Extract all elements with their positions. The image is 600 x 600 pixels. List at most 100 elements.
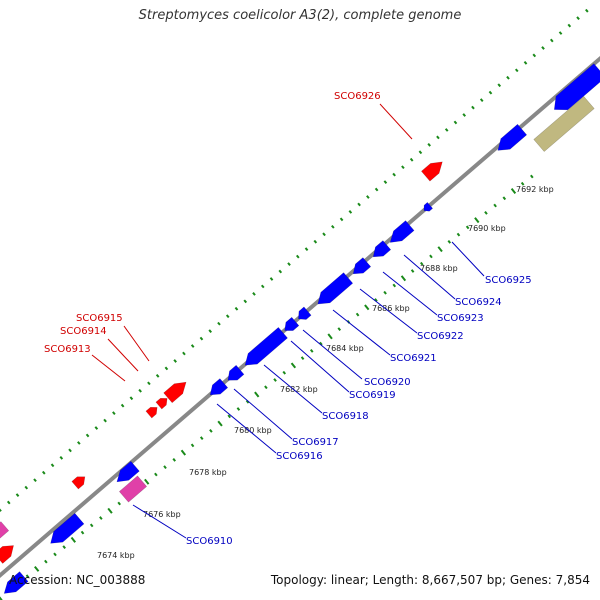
- gene-label: SCO6910: [186, 536, 233, 547]
- tick-mark: [567, 23, 572, 28]
- tick-mark: [227, 414, 232, 419]
- tick-mark: [418, 150, 423, 155]
- gene: [0, 545, 14, 564]
- tick-mark: [173, 359, 177, 363]
- kbp-label: 7688 kbp: [420, 264, 458, 273]
- tick-mark: [456, 232, 461, 237]
- tick-mark: [62, 545, 66, 550]
- tick-mark: [374, 187, 379, 192]
- gene-sco6915: [163, 381, 187, 404]
- gene: [116, 460, 140, 483]
- tick-mark: [437, 246, 443, 253]
- tick-mark: [282, 370, 287, 375]
- gene-label: SCO6917: [292, 437, 339, 448]
- tick-mark: [190, 443, 195, 448]
- kbp-label: 7674 kbp: [97, 551, 135, 560]
- gene: [71, 476, 86, 490]
- leader-line: [379, 103, 413, 140]
- tick-mark: [103, 418, 107, 423]
- tick-mark: [409, 157, 414, 162]
- leader-line: [403, 254, 456, 300]
- tick-mark: [112, 411, 116, 415]
- tick-mark: [319, 341, 323, 346]
- tick-mark: [208, 329, 213, 334]
- tick-mark: [549, 38, 554, 43]
- tick-mark: [514, 68, 519, 73]
- tick-mark: [383, 290, 387, 295]
- tick-mark: [523, 60, 528, 65]
- tick-mark: [273, 378, 277, 382]
- tick-mark: [15, 493, 20, 497]
- tick-mark: [234, 306, 239, 311]
- label-leaders: [91, 103, 485, 539]
- tick-mark: [287, 262, 291, 266]
- tick-mark: [510, 188, 517, 194]
- gene-sco6924: [389, 220, 415, 243]
- kbp-label: 7686 kbp: [372, 304, 410, 313]
- tick-mark: [420, 261, 424, 266]
- tick-mark: [94, 426, 99, 430]
- tick-mark: [392, 172, 396, 177]
- gene-label: SCO6924: [455, 297, 502, 308]
- tick-mark: [339, 217, 344, 222]
- tick-mark: [576, 16, 580, 21]
- gene: [497, 123, 528, 151]
- tick-mark: [34, 565, 40, 572]
- gene-sco6922: [352, 257, 372, 275]
- tick-mark: [444, 128, 449, 132]
- tick-mark: [453, 120, 458, 125]
- tick-mark: [254, 391, 260, 398]
- tick-mark: [70, 536, 77, 543]
- gene-sco6914: [155, 397, 168, 410]
- gene-sco6910: [118, 475, 148, 503]
- tick-mark: [374, 298, 378, 302]
- tick-mark: [429, 254, 433, 259]
- map-title: Streptomyces coelicolor A3(2), complete …: [138, 8, 462, 23]
- gene: [3, 571, 29, 594]
- tick-mark: [471, 105, 475, 110]
- gene-label: SCO6914: [60, 326, 107, 337]
- tick-mark: [217, 420, 223, 427]
- tick-mark: [322, 232, 326, 237]
- leader-line: [107, 338, 139, 372]
- tick-mark: [199, 436, 204, 440]
- gene-sco6913: [145, 406, 158, 419]
- tick-mark: [364, 304, 370, 311]
- leader-line: [382, 271, 438, 316]
- gene-label: SCO6916: [276, 451, 323, 462]
- leader-line: [332, 309, 391, 356]
- tick-mark: [199, 336, 204, 341]
- tick-marks: [0, 8, 589, 600]
- kbp-label: 7682 kbp: [280, 385, 318, 394]
- kbp-label: 7678 kbp: [189, 468, 227, 477]
- tick-mark: [506, 75, 510, 80]
- tick-mark: [85, 433, 90, 438]
- gene: [0, 521, 10, 543]
- gene: [533, 96, 595, 152]
- tick-mark: [164, 366, 169, 371]
- tick-mark: [147, 381, 151, 386]
- tick-mark: [304, 247, 309, 252]
- gene-sco6925: [423, 202, 433, 212]
- tick-mark: [144, 478, 150, 485]
- tick-mark: [502, 196, 507, 201]
- tick-mark: [300, 356, 305, 361]
- tick-mark: [400, 275, 407, 282]
- tick-mark: [209, 428, 213, 433]
- tick-mark: [68, 448, 72, 453]
- gene-label: SCO6925: [485, 275, 532, 286]
- tick-mark: [348, 210, 353, 214]
- tick-mark: [309, 349, 314, 353]
- tick-mark: [99, 516, 103, 520]
- gene-sco6919: [284, 316, 300, 331]
- tick-mark: [59, 455, 64, 460]
- tick-mark: [25, 574, 30, 579]
- tick-mark: [190, 344, 195, 348]
- gene-sco6918: [244, 327, 288, 366]
- tick-mark: [0, 596, 3, 600]
- tick-mark: [436, 135, 440, 140]
- tick-mark: [290, 362, 297, 369]
- tick-mark: [33, 478, 37, 483]
- gene-labels: SCO6926 SCO6915 SCO6914 SCO6913 SCO6925 SCO69…: [44, 91, 532, 547]
